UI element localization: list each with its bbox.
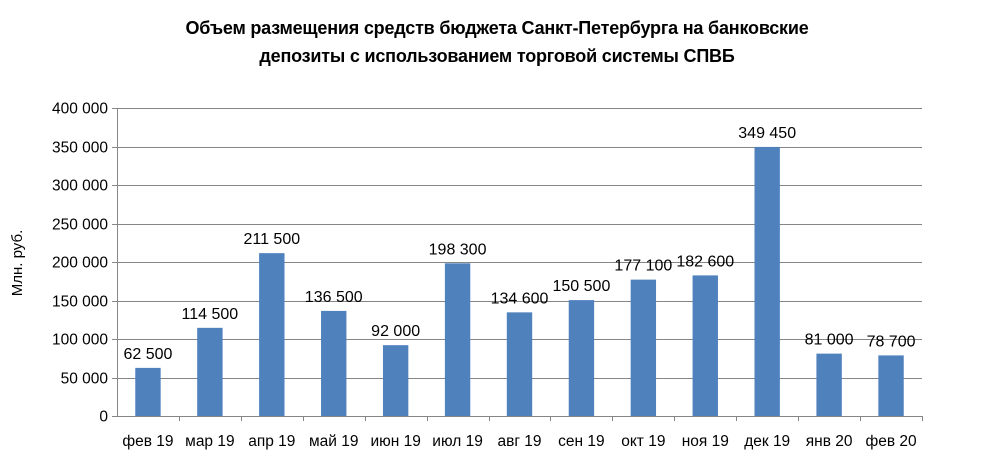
x-tick-labels: фев 19 мар 19 апр 19 май 19 июн 19 июл 19 авг … — [122, 433, 917, 450]
bars — [135, 146, 904, 416]
x-tick-label: дек 19 — [744, 433, 790, 450]
data-label: 134 600 — [491, 290, 549, 307]
data-label: 150 500 — [553, 278, 611, 295]
bar — [197, 327, 223, 416]
data-label: 78 700 — [867, 333, 916, 350]
axes — [112, 108, 923, 421]
data-label: 136 500 — [305, 289, 363, 306]
y-tick-label: 200 000 — [52, 255, 108, 272]
x-tick-label: апр 19 — [248, 433, 295, 450]
data-label: 177 100 — [614, 258, 672, 275]
x-tick-label: июн 19 — [370, 433, 420, 450]
x-tick-label: авг 19 — [497, 433, 541, 450]
x-tick-label: июл 19 — [432, 433, 483, 450]
x-tick-label: мар 19 — [185, 433, 234, 450]
data-label: 114 500 — [182, 306, 239, 323]
y-tick-label: 400 000 — [52, 101, 108, 118]
data-label: 211 500 — [243, 231, 300, 248]
bar — [135, 367, 161, 416]
chart-title: Объем размещения средств бюджета Санкт-П… — [0, 14, 994, 70]
bar — [878, 355, 904, 416]
bar — [568, 300, 595, 416]
bar — [382, 345, 409, 416]
bar — [506, 312, 533, 416]
chart-title-line-1: Объем размещения средств бюджета Санкт-П… — [185, 18, 809, 38]
bar — [259, 253, 285, 416]
y-tick-label: 150 000 — [52, 294, 108, 311]
y-tick-label: 300 000 — [52, 178, 108, 195]
y-tick-labels: 0 50 000 100 000 150 000 200 000 250 000 300 0… — [52, 101, 108, 426]
y-tick-label: 350 000 — [52, 140, 108, 157]
x-tick-label: фев 20 — [865, 433, 917, 450]
x-tick-label: сен 19 — [558, 433, 604, 450]
bar — [816, 353, 842, 416]
y-axis-label: Млн. руб. — [9, 230, 26, 296]
chart-title-line-2: депозиты с использованием торговой систе… — [259, 46, 735, 66]
bar — [444, 263, 471, 416]
y-tick-label: 250 000 — [52, 217, 108, 234]
data-label: 198 300 — [429, 241, 487, 258]
x-tick-label: янв 20 — [806, 433, 853, 450]
bar — [321, 310, 347, 416]
data-labels: 62 500 114 500 211 500 136 500 92 000 198 300… — [123, 125, 915, 363]
x-tick-label: фев 19 — [122, 433, 173, 450]
data-label: 349 450 — [738, 125, 796, 142]
gridlines — [117, 108, 922, 379]
data-label: 81 000 — [805, 332, 854, 349]
y-tick-label: 50 000 — [61, 371, 109, 388]
bar — [754, 146, 780, 416]
bar — [692, 275, 718, 416]
x-tick-label: ноя 19 — [682, 433, 729, 450]
data-label: 92 000 — [371, 323, 420, 340]
data-label: 62 500 — [123, 346, 172, 363]
x-tick-label: окт 19 — [621, 433, 665, 450]
x-tick-label: май 19 — [309, 433, 358, 450]
bar — [630, 279, 657, 416]
y-tick-label: 100 000 — [52, 332, 108, 349]
y-tick-label: 0 — [99, 409, 108, 426]
data-label: 182 600 — [676, 253, 734, 270]
